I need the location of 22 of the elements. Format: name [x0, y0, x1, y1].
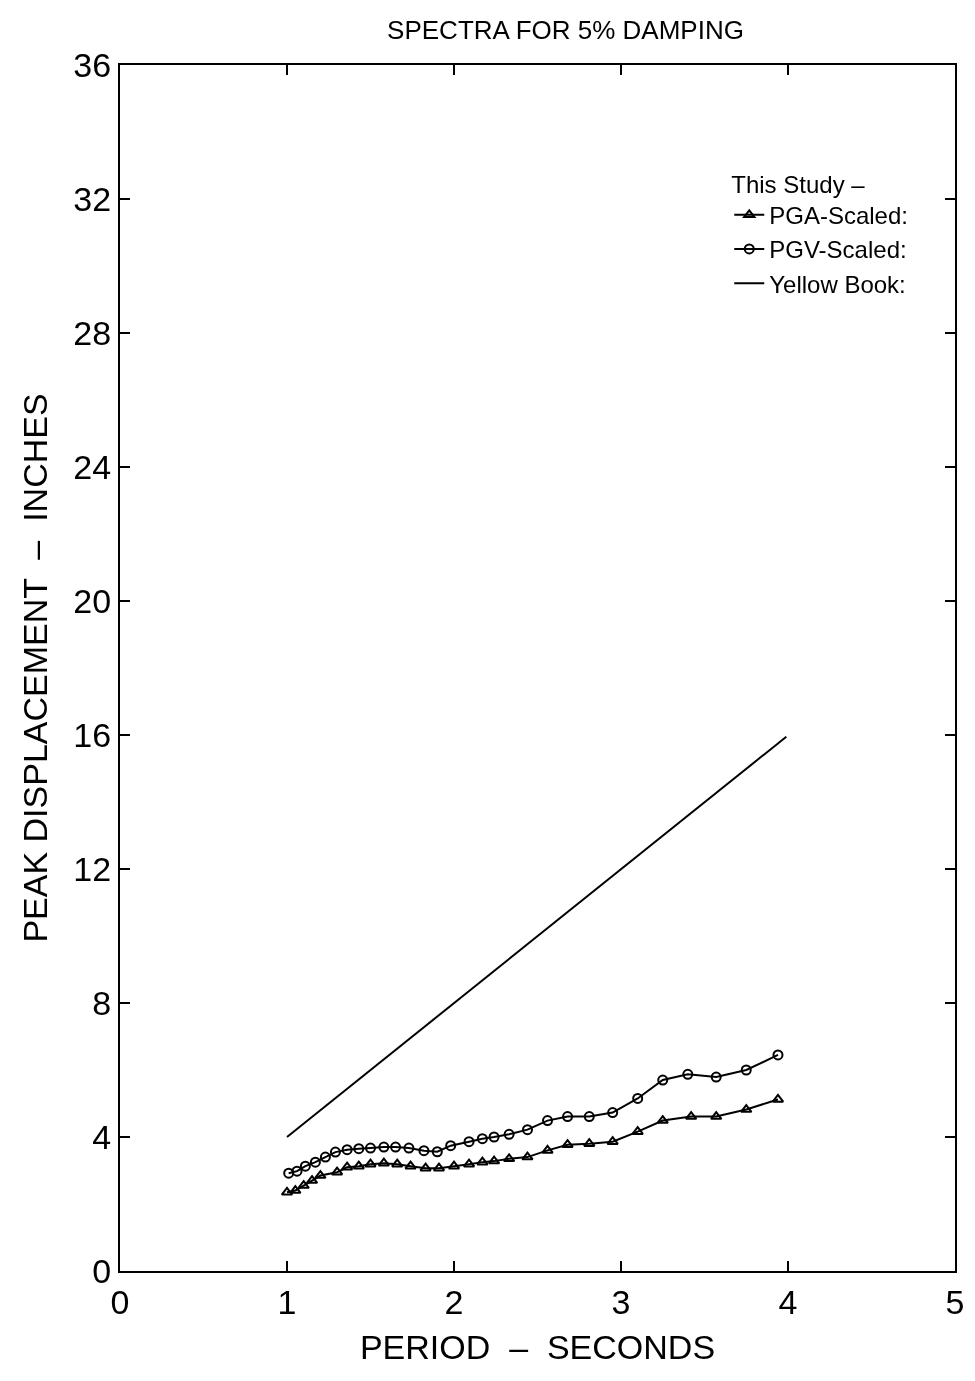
x-tick-label: 1 [277, 1282, 297, 1321]
x-tick-label: 3 [611, 1282, 631, 1321]
y-tick-label: 32 [73, 179, 112, 218]
x-axis-title: PERIOD – SECONDS [359, 1327, 716, 1366]
x-tick-label: 2 [444, 1282, 464, 1321]
legend-label: PGA-Scaled: [769, 202, 908, 230]
legend-label: Yellow Book: [769, 270, 906, 298]
legend-label: PGV-Scaled: [769, 236, 907, 264]
y-tick-label: 4 [92, 1117, 112, 1156]
x-tick-label: 4 [778, 1282, 798, 1321]
y-tick-label: 12 [73, 849, 112, 888]
y-tick-label: 28 [73, 313, 112, 352]
y-tick-label: 0 [92, 1251, 112, 1290]
x-tick-label: 5 [945, 1282, 965, 1321]
y-tick-label: 16 [73, 715, 112, 754]
y-tick-label: 8 [92, 983, 112, 1022]
y-tick-label: 20 [73, 581, 112, 620]
y-tick-label: 24 [73, 447, 112, 486]
y-axis-title: PEAK DISPLACEMENT – INCHES [16, 393, 55, 943]
chart-title: SPECTRA FOR 5% DAMPING [387, 14, 744, 45]
y-tick-label: 36 [73, 45, 112, 84]
legend-title: This Study – [731, 170, 866, 198]
